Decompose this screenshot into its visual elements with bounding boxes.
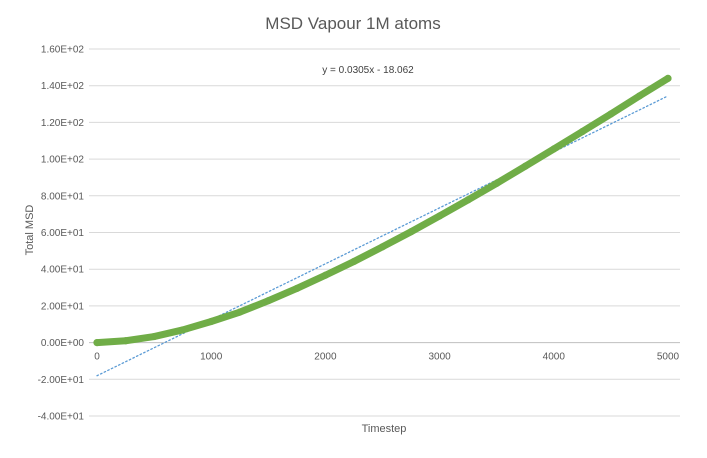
data-point xyxy=(264,297,272,305)
data-point xyxy=(207,317,215,326)
data-point xyxy=(321,271,329,279)
data-point xyxy=(664,74,672,82)
data-point xyxy=(378,243,387,251)
x-tick-label: 0 xyxy=(94,352,100,363)
data-point xyxy=(436,212,444,220)
y-tick-label: 1.40E+02 xyxy=(41,81,85,92)
gridlines xyxy=(89,48,680,417)
chart-title: MSD Vapour 1M atoms xyxy=(265,14,440,33)
trendline-group xyxy=(96,95,669,377)
y-tick-label: 4.00E+01 xyxy=(41,265,85,276)
x-tick-label: 4000 xyxy=(543,352,566,363)
x-axis-label: Timestep xyxy=(362,423,407,435)
y-tick-label: -2.00E+01 xyxy=(38,375,85,386)
data-point xyxy=(464,196,472,204)
data-point xyxy=(550,145,558,153)
data-point xyxy=(607,110,615,118)
data-point xyxy=(293,284,301,293)
x-tick-label: 3000 xyxy=(428,352,451,363)
data-point xyxy=(350,257,358,266)
y-tick-label: 0.00E+00 xyxy=(41,338,85,349)
data-point xyxy=(236,308,244,316)
y-axis-label: Total MSD xyxy=(24,205,36,256)
y-tick-label: -4.00E+01 xyxy=(38,412,85,423)
trendline-equation: y = 0.0305x - 18.062 xyxy=(322,65,414,76)
data-point xyxy=(521,162,529,170)
data-point xyxy=(150,332,158,341)
series-marker-trail xyxy=(93,74,672,347)
y-tick-label: 1.00E+02 xyxy=(41,155,85,166)
y-tick-label: 2.00E+01 xyxy=(41,301,85,312)
x-axis-ticks: 0 1000 2000 3000 4000 5000 xyxy=(94,352,679,363)
y-tick-label: 1.20E+02 xyxy=(41,118,85,129)
y-tick-label: 1.60E+02 xyxy=(41,45,85,56)
data-point xyxy=(578,127,586,136)
data-point xyxy=(493,179,501,187)
data-point xyxy=(121,337,130,345)
data-point xyxy=(93,339,101,347)
x-tick-label: 2000 xyxy=(314,352,337,363)
data-point xyxy=(407,228,415,236)
x-tick-label: 1000 xyxy=(200,352,223,363)
x-tick-label: 5000 xyxy=(657,352,680,363)
linear-trendline xyxy=(96,95,669,377)
y-tick-label: 6.00E+01 xyxy=(41,228,85,239)
y-tick-label: 8.00E+01 xyxy=(41,191,85,202)
data-point xyxy=(179,326,187,334)
data-point xyxy=(635,92,644,100)
series-points xyxy=(93,74,672,347)
y-axis-ticks: 1.60E+02 1.40E+02 1.20E+02 1.00E+02 8.00E+01… xyxy=(38,45,85,423)
